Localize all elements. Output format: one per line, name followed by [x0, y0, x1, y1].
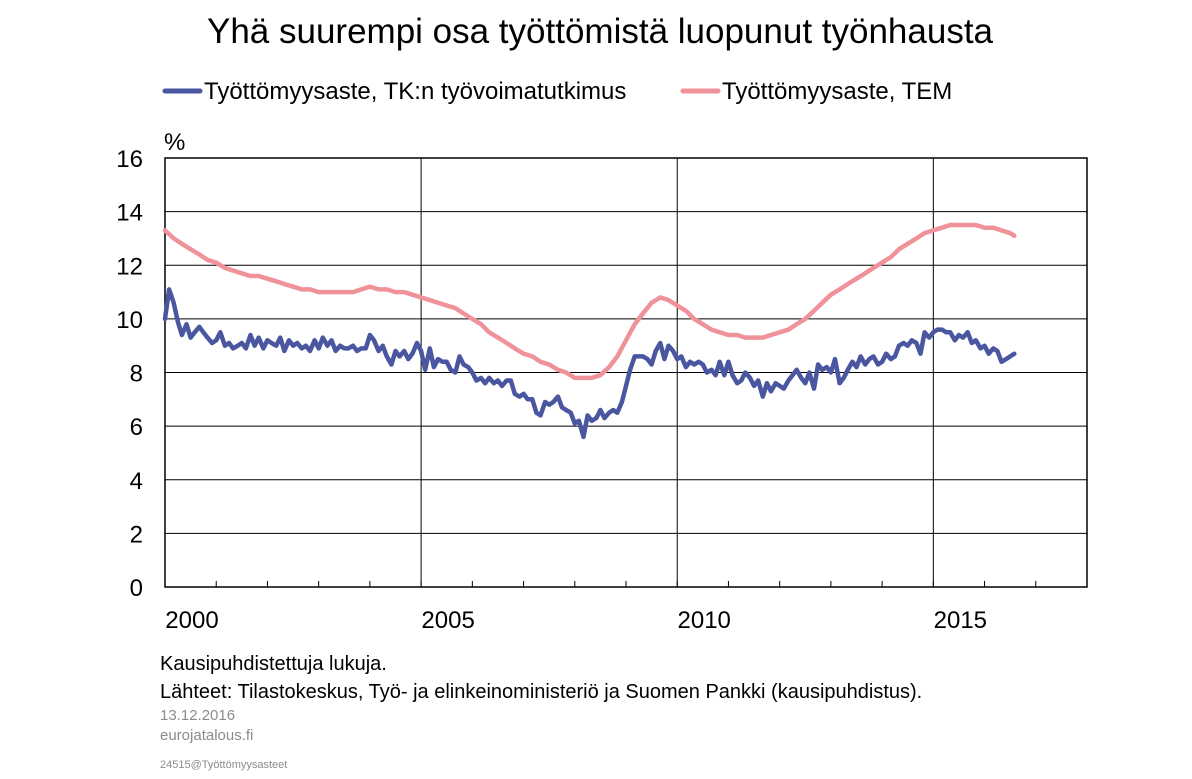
x-tick-label: 2010 — [678, 607, 731, 634]
x-minor-ticks — [164, 581, 1088, 587]
note-code: 24515@Työttömyysasteet — [160, 759, 287, 771]
y-tick-label: 2 — [130, 521, 143, 548]
y-tick-label: 0 — [130, 575, 143, 602]
plot-frame — [164, 157, 1088, 588]
y-tick-label: 16 — [116, 146, 143, 173]
x-tick-label: 2000 — [165, 607, 218, 634]
y-tick-labels: 0 2 4 6 8 10 12 14 16 — [116, 146, 143, 602]
x-tick-label: 2005 — [421, 607, 474, 634]
note-sources: Lähteet: Tilastokeskus, Työ- ja elinkein… — [160, 681, 922, 703]
x-tick-labels: 2000 2005 2010 2015 — [165, 607, 987, 634]
chart-title: Yhä suurempi osa työttömistä luopunut ty… — [207, 12, 994, 51]
series-line-tk — [162, 287, 1017, 440]
note-seasonal: Kausipuhdistettuja lukuja. — [160, 653, 387, 675]
y-tick-label: 14 — [116, 200, 143, 227]
gridlines — [165, 158, 1087, 587]
y-tick-label: 12 — [116, 253, 143, 280]
series-layer — [162, 222, 1017, 440]
y-axis-unit: % — [164, 129, 185, 156]
legend: Työttömyysaste, TK:n työvoimatutkimus Ty… — [162, 78, 952, 105]
y-tick-label: 4 — [130, 468, 143, 495]
y-tick-label: 6 — [130, 414, 143, 441]
note-site: eurojatalous.fi — [160, 727, 253, 744]
y-tick-label: 8 — [130, 361, 143, 388]
series-line-tem — [162, 222, 1017, 381]
legend-label-tk: Työttömyysaste, TK:n työvoimatutkimus — [204, 78, 626, 105]
legend-label-tem: Työttömyysaste, TEM — [722, 78, 952, 105]
note-date: 13.12.2016 — [160, 707, 235, 724]
y-tick-label: 10 — [116, 307, 143, 334]
x-tick-label: 2015 — [934, 607, 987, 634]
